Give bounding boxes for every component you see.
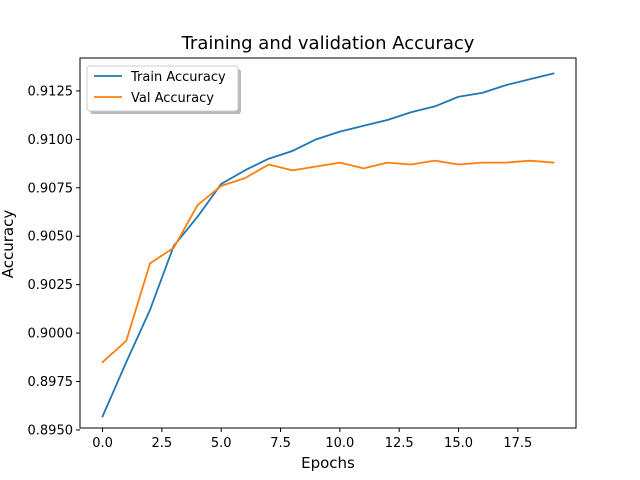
y-tick-label: 0.9025: [28, 278, 74, 293]
y-tick-label: 0.8950: [28, 423, 74, 438]
y-tick-label: 0.9050: [28, 230, 74, 245]
axes: 0.0 2.5 5.0 7.5 10.0 12.5 15.0 17.5 0.8950 0.8975…: [28, 57, 577, 451]
x-tick-label: 10.0: [325, 436, 354, 451]
legend-label-train: Train Accuracy: [130, 70, 226, 85]
plot-area-frame: [79, 57, 577, 429]
x-tick-label: 0.0: [92, 436, 113, 451]
x-axis-label: Epochs: [301, 454, 355, 472]
val-accuracy-line: [101, 159, 555, 364]
chart-title: Training and validation Accuracy: [181, 33, 475, 54]
x-tick-label: 17.5: [503, 436, 532, 451]
x-tick-label: 7.5: [270, 436, 291, 451]
x-tick-label: 2.5: [152, 436, 173, 451]
x-tick-label: 5.0: [211, 436, 232, 451]
x-tick-label: 12.5: [385, 436, 414, 451]
y-tick-label: 0.9125: [28, 84, 74, 99]
legend-frame: [86, 65, 239, 112]
y-tick-label: 0.9100: [28, 133, 74, 148]
series-lines: [101, 72, 555, 418]
x-tick-label: 15.0: [444, 436, 473, 451]
legend: Train Accuracy Val Accuracy: [86, 65, 241, 114]
y-tick-label: 0.9000: [28, 327, 74, 342]
y-tick-label: 0.9075: [28, 181, 74, 196]
legend-label-val: Val Accuracy: [131, 91, 214, 106]
y-tick-label: 0.8975: [28, 375, 74, 390]
y-axis-label: Accuracy: [0, 210, 17, 279]
